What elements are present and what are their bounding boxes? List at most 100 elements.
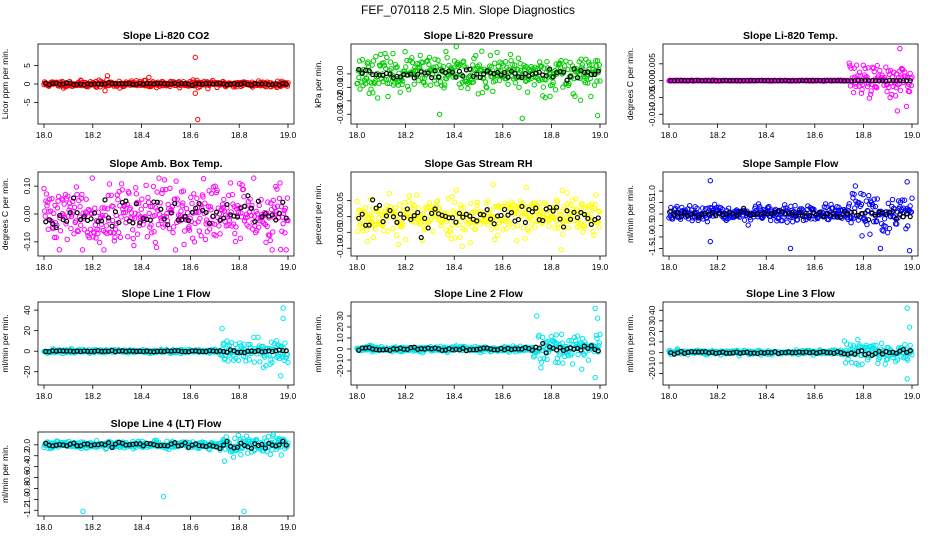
- mean-point: [907, 348, 913, 354]
- data-point: [422, 82, 428, 88]
- data-point: [75, 228, 81, 235]
- data-point: [873, 342, 879, 349]
- data-point: [57, 228, 64, 234]
- data-point: [859, 86, 865, 93]
- mean-point: [581, 343, 587, 349]
- data-point: [869, 64, 876, 71]
- data-point: [897, 87, 904, 94]
- mean-point: [841, 208, 847, 215]
- y-tick-label: 0.000: [647, 70, 657, 92]
- x-tick-label: 18.4: [133, 391, 150, 401]
- mean-point: [255, 198, 261, 204]
- data-point: [130, 235, 136, 242]
- data-point: [415, 205, 422, 211]
- data-point: [864, 221, 870, 228]
- data-point: [905, 223, 911, 229]
- mean-point: [668, 208, 674, 214]
- data-point: [270, 229, 276, 235]
- data-point: [509, 61, 516, 68]
- data-point: [226, 217, 232, 223]
- mean-point: [501, 69, 508, 76]
- data-point: [380, 221, 386, 227]
- x-tick-label: 18.2: [709, 262, 726, 272]
- data-point: [512, 62, 518, 68]
- data-point: [465, 85, 471, 92]
- data-point: [403, 236, 409, 243]
- mean-point: [432, 206, 438, 212]
- data-point: [148, 230, 155, 236]
- mean-point: [692, 210, 698, 216]
- mean-point: [817, 209, 823, 215]
- data-point: [92, 205, 98, 211]
- mean-point: [595, 68, 601, 74]
- mean-point: [81, 214, 87, 220]
- data-point: [687, 203, 693, 209]
- data-point: [907, 203, 913, 209]
- data-point: [415, 64, 421, 71]
- mean-point: [588, 343, 594, 349]
- x-tick-label: 18.4: [133, 522, 150, 532]
- data-point: [283, 354, 289, 361]
- data-point: [364, 75, 370, 82]
- data-point: [452, 235, 458, 241]
- y-tick-label: -0.6: [22, 470, 32, 485]
- data-point: [388, 65, 394, 72]
- mean-point: [397, 211, 403, 217]
- data-point: [235, 357, 242, 363]
- points-group: [666, 178, 915, 254]
- data-point: [532, 224, 538, 230]
- data-point: [399, 78, 406, 84]
- plot-frame: [37, 301, 295, 386]
- x-tick-label: 18.2: [709, 130, 726, 140]
- mean-point: [429, 210, 435, 216]
- y-tick-label: 30: [647, 316, 657, 326]
- data-point: [593, 58, 599, 64]
- x-tick-label: 18.8: [543, 391, 560, 401]
- mean-point: [866, 217, 872, 223]
- data-point: [138, 206, 144, 212]
- y-axis-label: degrees C per min.: [0, 178, 10, 250]
- data-point: [53, 234, 59, 241]
- data-point: [246, 357, 253, 363]
- x-tick-label: 18.8: [231, 130, 248, 140]
- data-point: [395, 241, 402, 248]
- data-point: [860, 191, 866, 198]
- data-point: [277, 246, 284, 253]
- data-point: [544, 58, 550, 65]
- mean-point: [467, 66, 473, 72]
- data-point: [411, 202, 417, 209]
- data-point: [757, 206, 764, 212]
- data-point: [165, 201, 171, 208]
- data-point: [434, 198, 441, 204]
- mean-point: [200, 207, 206, 213]
- data-point: [376, 80, 382, 86]
- mean-point: [519, 203, 525, 210]
- data-point: [538, 365, 544, 371]
- data-point: [216, 223, 222, 229]
- data-point: [89, 175, 96, 181]
- data-point: [86, 234, 92, 241]
- mean-point: [519, 74, 525, 80]
- outlier-point: [594, 315, 601, 321]
- x-tick-label: 18.6: [495, 262, 512, 272]
- data-point: [887, 213, 894, 220]
- data-point: [459, 243, 466, 249]
- data-point: [426, 61, 432, 68]
- data-point: [469, 223, 475, 230]
- x-tick-label: 18.8: [231, 391, 248, 401]
- data-point: [61, 201, 67, 207]
- y-tick-label: 0.00: [335, 65, 345, 82]
- x-tick-label: 18.0: [36, 522, 53, 532]
- data-point: [229, 191, 236, 198]
- data-point: [458, 84, 464, 91]
- mean-point: [273, 217, 279, 223]
- mean-point: [105, 440, 112, 446]
- data-point: [189, 200, 195, 207]
- mean-point: [224, 349, 230, 355]
- data-point: [480, 74, 487, 81]
- panel-title: Slope Line 4 (LT) Flow: [111, 418, 222, 430]
- points-group: [354, 305, 603, 381]
- data-point: [553, 61, 559, 67]
- data-point: [527, 215, 534, 221]
- data-point: [552, 87, 559, 93]
